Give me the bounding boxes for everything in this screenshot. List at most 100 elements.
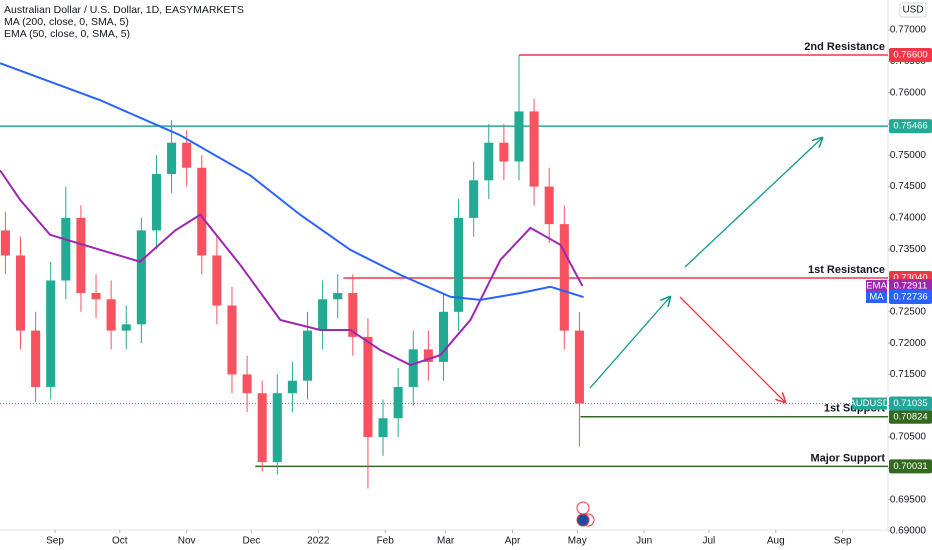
y-tick-label: 0.75000: [890, 150, 927, 161]
candle-body: [257, 393, 267, 463]
candle-body: [378, 418, 388, 438]
arrow-up: [684, 138, 822, 268]
candle-body: [136, 230, 146, 325]
indicator-badge: [889, 279, 932, 294]
y-tick-label: 0.77000: [890, 25, 927, 36]
y-tick-label: 0.74500: [890, 181, 927, 192]
indicator-line: [0, 169, 584, 367]
indicator-name-badge: [866, 280, 887, 293]
y-tick-label: 0.76000: [890, 87, 927, 98]
indicator-name: EMA: [866, 281, 887, 292]
event-icon: [576, 513, 590, 527]
indicator-line: [0, 62, 584, 301]
y-tick-label: 0.69500: [890, 494, 927, 505]
level-badge-label: 0.70824: [893, 411, 927, 422]
candle-body: [514, 111, 524, 162]
indicator-badge: [889, 290, 932, 305]
y-tick-label: 0.74000: [890, 213, 927, 224]
candle-body: [559, 224, 569, 331]
price-badge: [889, 396, 932, 411]
indicator-name-badge: [866, 291, 887, 304]
candle-body: [31, 330, 41, 387]
candle-body: [15, 255, 26, 331]
candle-body: [333, 293, 343, 300]
candle-body: [151, 174, 161, 231]
candle-body: [227, 305, 237, 375]
x-tick-label: Sep: [834, 536, 852, 547]
plot-area: [0, 54, 888, 489]
y-tick-label: 0.72500: [890, 306, 927, 317]
level-label: Major Support: [810, 452, 885, 464]
candle-body: [0, 230, 10, 256]
level-badge-label: 0.75466: [893, 121, 927, 132]
arrow-up: [589, 297, 670, 389]
x-tick-label: 2022: [307, 536, 330, 547]
candle-body: [212, 255, 222, 306]
price-name-badge: [852, 397, 887, 410]
level-badge-label: 0.73040: [893, 273, 927, 284]
chart-title: Australian Dollar / U.S. Dollar, 1D, EAS…: [4, 4, 244, 16]
candle-body: [302, 330, 313, 381]
candle-body: [242, 374, 252, 394]
candle-body: [121, 324, 131, 331]
candle-body: [197, 167, 207, 256]
candle-body: [469, 180, 479, 218]
y-tick-label: 0.69000: [890, 526, 927, 537]
x-tick-label: May: [568, 536, 587, 547]
candle-body: [529, 111, 539, 187]
level-label: 2nd Resistance: [804, 41, 885, 53]
y-tick-label: 0.70500: [890, 432, 927, 443]
y-tick-label: 0.73500: [890, 244, 927, 255]
candle-body: [408, 349, 418, 387]
event-icon: [576, 501, 590, 515]
y-tick-label: 0.72000: [890, 338, 927, 349]
candle-body: [348, 293, 358, 337]
x-tick-label: Jun: [636, 536, 652, 547]
candle-body: [106, 299, 116, 331]
y-tick-label: 0.71500: [890, 369, 927, 380]
level-label: 1st Resistance: [808, 264, 885, 276]
candle-body: [167, 142, 177, 175]
level-badge: [889, 119, 932, 134]
candle-body: [438, 311, 448, 362]
candle-body: [272, 393, 282, 463]
level-badge: [889, 459, 932, 474]
candle-body: [91, 293, 101, 300]
candle-body: [454, 217, 464, 312]
candle-body: [484, 142, 494, 181]
price-name: AUDUSD: [849, 398, 889, 409]
x-tick-label: Aug: [767, 536, 785, 547]
candle-body: [61, 217, 71, 281]
x-tick-label: Dec: [243, 536, 261, 547]
indicator-badge-label: 0.72911: [894, 281, 928, 292]
x-tick-label: Jul: [702, 536, 715, 547]
indicator-badge-label: 0.72736: [893, 292, 927, 303]
candle-body: [318, 299, 328, 331]
x-tick-label: Feb: [377, 536, 395, 547]
drawings: [576, 138, 822, 527]
level-badge-label: 0.70031: [893, 461, 927, 472]
candle-body: [363, 336, 373, 438]
price-badge-label: 0.71035: [893, 398, 927, 409]
indicator-label: EMA (50, close, 0, SMA, 5): [4, 28, 130, 40]
indicator-name: MA: [869, 292, 884, 303]
candle-body: [393, 386, 403, 419]
candle-body: [182, 142, 192, 168]
candle-body: [544, 186, 554, 225]
indicator-label: MA (200, close, 0, SMA, 5): [4, 16, 129, 28]
x-tick-label: Nov: [178, 536, 196, 547]
x-tick-label: Mar: [437, 536, 455, 547]
currency: USD: [902, 5, 923, 16]
currency-box[interactable]: [899, 2, 927, 18]
arrow-down: [679, 296, 785, 402]
x-tick-label: Sep: [46, 536, 64, 547]
candle-body: [499, 142, 509, 162]
candle-body: [574, 330, 584, 404]
level-badge: [889, 48, 932, 63]
x-tick-label: Apr: [505, 536, 521, 547]
candle-body: [76, 217, 86, 294]
candle-body: [287, 380, 297, 394]
candle-body: [423, 349, 433, 362]
